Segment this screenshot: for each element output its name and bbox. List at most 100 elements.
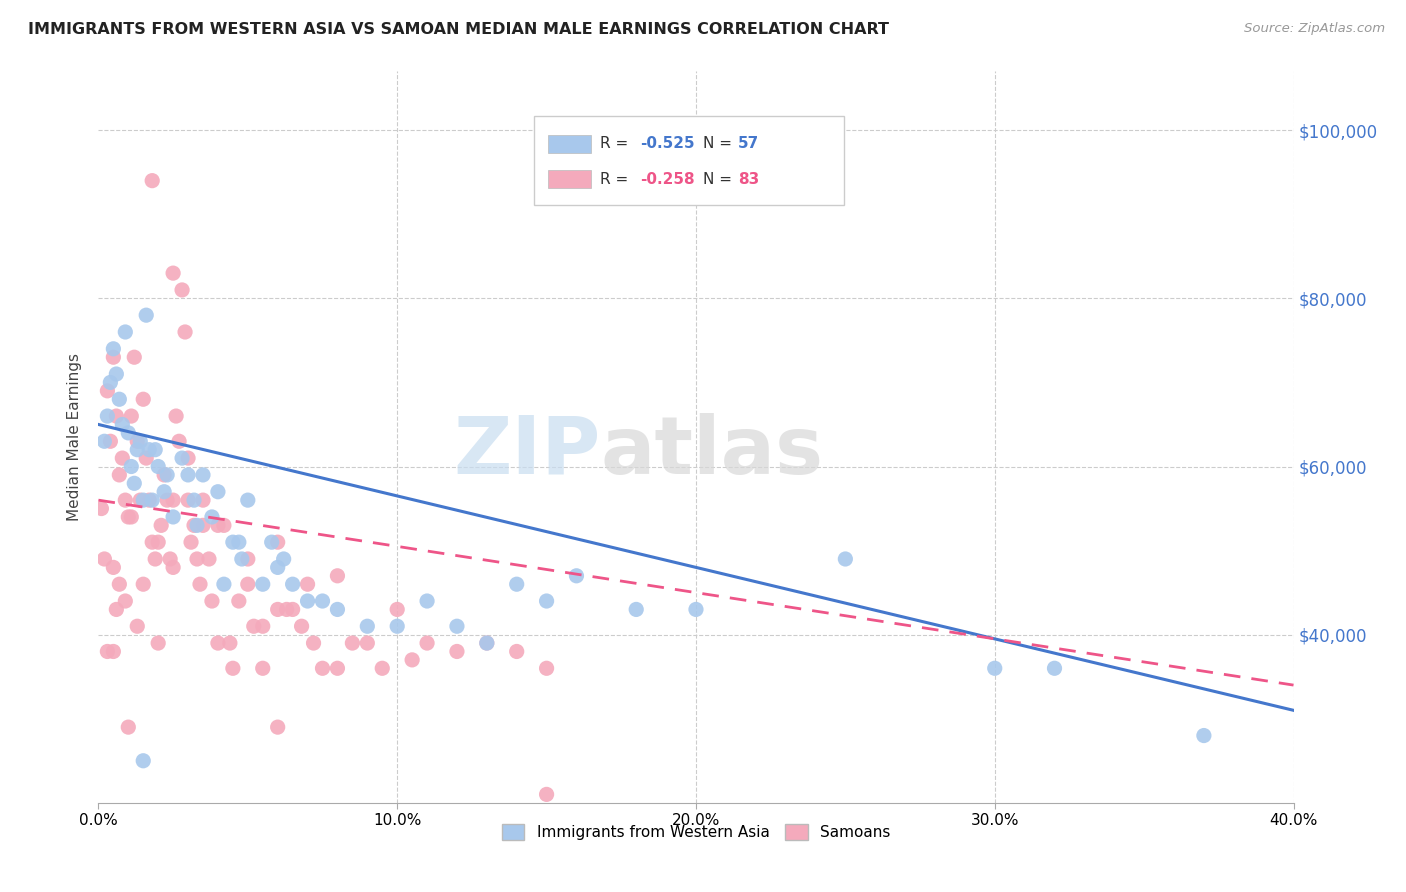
Point	[356, 619, 378, 633]
Point	[150, 518, 173, 533]
Point	[273, 552, 295, 566]
Point	[267, 535, 290, 549]
Text: Source: ZipAtlas.com: Source: ZipAtlas.com	[1244, 22, 1385, 36]
Point	[148, 636, 170, 650]
Point	[267, 560, 290, 574]
Point	[111, 417, 134, 432]
Point	[177, 467, 200, 482]
Point	[186, 518, 208, 533]
Point	[302, 636, 325, 650]
Point	[135, 451, 157, 466]
Point	[167, 434, 190, 449]
Point	[124, 350, 146, 364]
Point	[311, 594, 333, 608]
Text: 83: 83	[738, 172, 759, 186]
Point	[475, 636, 498, 650]
Point	[127, 619, 149, 633]
Point	[201, 594, 224, 608]
Point	[162, 493, 184, 508]
Point	[138, 493, 160, 508]
Point	[174, 325, 197, 339]
Point	[143, 552, 166, 566]
Point	[96, 644, 118, 658]
Point	[243, 619, 266, 633]
Point	[385, 602, 409, 616]
Point	[222, 661, 245, 675]
Point	[162, 510, 184, 524]
Point	[135, 308, 157, 322]
Y-axis label: Median Male Earnings: Median Male Earnings	[67, 353, 83, 521]
Point	[162, 560, 184, 574]
Point	[117, 720, 139, 734]
Point	[191, 518, 214, 533]
Point	[536, 594, 558, 608]
Point	[165, 409, 187, 423]
Point	[93, 434, 115, 449]
Point	[117, 510, 139, 524]
Point	[281, 602, 304, 616]
Point	[127, 442, 149, 457]
Point	[191, 467, 214, 482]
Point	[1192, 729, 1215, 743]
Text: N =: N =	[703, 172, 737, 186]
Text: R =: R =	[600, 136, 634, 151]
Point	[267, 602, 290, 616]
Point	[172, 283, 194, 297]
Point	[401, 653, 423, 667]
Point	[222, 535, 245, 549]
Point	[297, 577, 319, 591]
Point	[159, 552, 181, 566]
Point	[267, 720, 290, 734]
Point	[132, 493, 155, 508]
Point	[156, 493, 179, 508]
Point	[143, 442, 166, 457]
Point	[141, 493, 163, 508]
Point	[291, 619, 314, 633]
Point	[207, 518, 229, 533]
Point	[626, 602, 648, 616]
Point	[103, 644, 125, 658]
Point	[117, 425, 139, 440]
Point	[326, 569, 349, 583]
Point	[180, 535, 202, 549]
Point	[114, 325, 136, 339]
Point	[138, 442, 160, 457]
Point	[371, 661, 394, 675]
Point	[342, 636, 364, 650]
Point	[120, 510, 142, 524]
Point	[132, 392, 155, 407]
Point	[212, 577, 235, 591]
Point	[276, 602, 298, 616]
Point	[108, 467, 131, 482]
Point	[201, 510, 224, 524]
Text: ZIP: ZIP	[453, 413, 600, 491]
Point	[252, 661, 274, 675]
Point	[111, 451, 134, 466]
Point	[103, 342, 125, 356]
Point	[186, 552, 208, 566]
Point	[98, 376, 122, 390]
Point	[207, 636, 229, 650]
Text: 57: 57	[738, 136, 759, 151]
Point	[536, 788, 558, 802]
Point	[260, 535, 283, 549]
Point	[132, 754, 155, 768]
Point	[191, 493, 214, 508]
Point	[103, 560, 125, 574]
Text: atlas: atlas	[600, 413, 824, 491]
Point	[183, 518, 205, 533]
Point	[416, 594, 439, 608]
Point	[446, 644, 468, 658]
Legend: Immigrants from Western Asia, Samoans: Immigrants from Western Asia, Samoans	[495, 818, 897, 847]
Point	[114, 594, 136, 608]
Point	[236, 493, 259, 508]
Point	[326, 661, 349, 675]
Point	[93, 552, 115, 566]
Point	[252, 577, 274, 591]
Point	[96, 384, 118, 398]
Point	[114, 493, 136, 508]
Point	[129, 493, 152, 508]
Point	[198, 552, 221, 566]
Point	[177, 493, 200, 508]
Point	[281, 577, 304, 591]
